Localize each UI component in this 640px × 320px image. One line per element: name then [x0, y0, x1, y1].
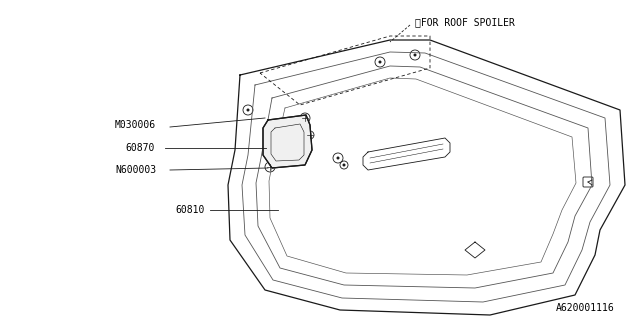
- Circle shape: [342, 164, 346, 166]
- Circle shape: [337, 156, 339, 159]
- Text: 60870: 60870: [125, 143, 154, 153]
- Circle shape: [378, 60, 381, 63]
- Text: 60810: 60810: [175, 205, 204, 215]
- Text: M030006: M030006: [115, 120, 156, 130]
- Text: A620001116: A620001116: [556, 303, 615, 313]
- Circle shape: [413, 53, 417, 57]
- Text: N600003: N600003: [115, 165, 156, 175]
- Circle shape: [246, 108, 250, 111]
- Polygon shape: [263, 115, 312, 168]
- Text: ※FOR ROOF SPOILER: ※FOR ROOF SPOILER: [415, 17, 515, 27]
